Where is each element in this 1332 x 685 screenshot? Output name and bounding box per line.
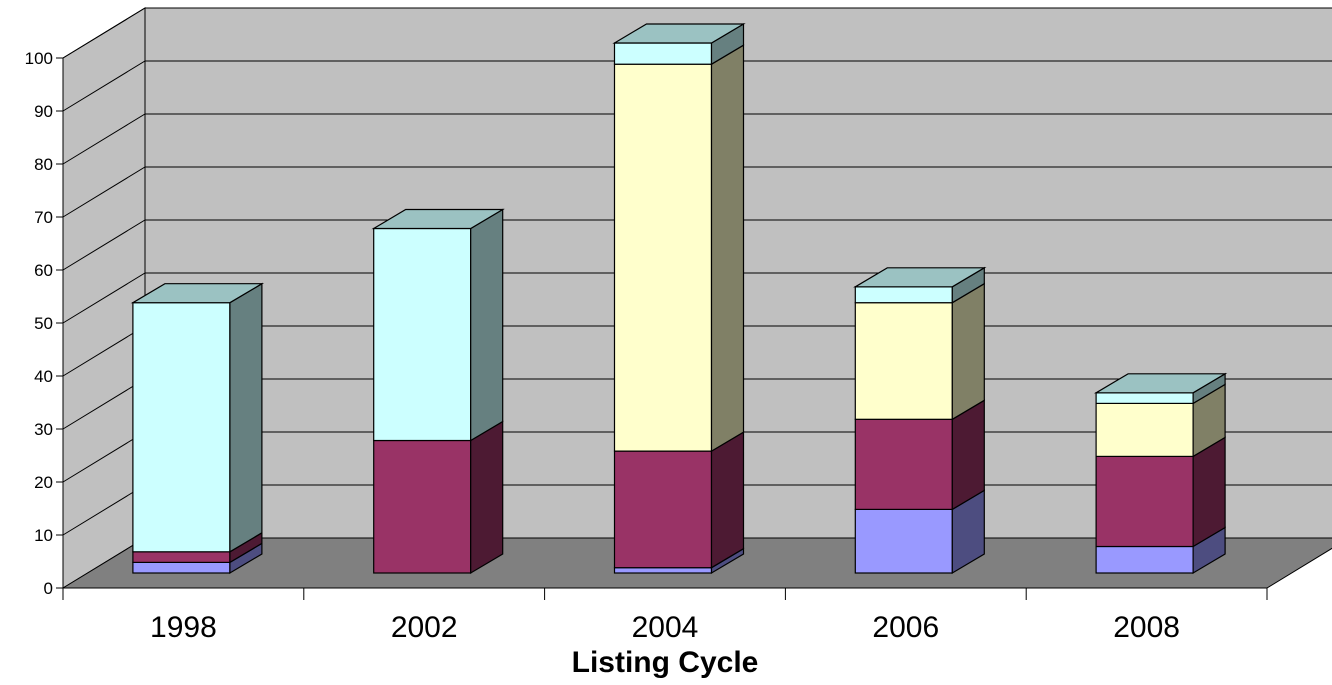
y-tick-label: 0 <box>44 579 53 598</box>
bar-front-1998-s1 <box>132 551 231 563</box>
x-axis-title: Listing Cycle <box>572 646 759 679</box>
bar-side-2004-s2 <box>710 44 745 453</box>
gridline-100 <box>62 7 1332 59</box>
bar-front-2006-s0 <box>854 508 953 574</box>
y-tick-label: 80 <box>34 155 53 174</box>
axes <box>56 57 1268 600</box>
bar-segment <box>371 208 505 442</box>
bar-front-2002-s1 <box>373 439 472 574</box>
y-tick-label: 90 <box>34 102 53 121</box>
y-tick-label: 50 <box>34 314 53 333</box>
bar-2002 <box>371 208 505 575</box>
bar-front-2004-s1 <box>613 450 713 569</box>
bar-top-2006-s3 <box>853 267 987 288</box>
gridline-90 <box>62 60 1332 112</box>
bar-front-2008-s1 <box>1095 455 1194 548</box>
bar-top-2004-s3 <box>612 23 746 44</box>
y-tick-label: 30 <box>34 420 53 439</box>
bar-2004 <box>612 22 746 575</box>
bar-side-1998-s3 <box>229 282 263 553</box>
bar-front-2008-s2 <box>1095 402 1194 457</box>
bar-1998 <box>130 282 265 575</box>
x-tick-label-2008: 2008 <box>1113 611 1180 644</box>
x-tick-label-2004: 2004 <box>632 611 699 644</box>
bar-segment <box>1095 383 1226 458</box>
bar-segment <box>130 282 265 553</box>
bar-segment <box>613 431 745 569</box>
bar-segment <box>853 266 987 304</box>
bar-segment <box>613 44 745 453</box>
bar-2006 <box>853 266 987 575</box>
bar-front-2008-s3 <box>1095 392 1194 404</box>
gridline-70 <box>62 166 1332 218</box>
bar-front-2006-s2 <box>854 302 953 420</box>
bar-front-2002-s3 <box>373 227 472 442</box>
y-tick-label: 100 <box>25 49 53 68</box>
bar-segment <box>373 420 504 575</box>
bar-top-2008-s3 <box>1093 373 1228 394</box>
bar-front-1998-s3 <box>132 302 231 553</box>
bar-front-2004-s2 <box>613 63 713 452</box>
bar-top-1998-s3 <box>130 283 265 304</box>
bar-segment <box>1093 372 1228 405</box>
bar-front-2006-s1 <box>854 418 953 510</box>
y-tick-label: 20 <box>34 473 53 492</box>
bar-front-2008-s0 <box>1095 545 1194 574</box>
bar-front-2004-s3 <box>613 42 713 65</box>
bar-side-2002-s1 <box>470 420 504 575</box>
bar-2008 <box>1093 372 1228 575</box>
bars <box>130 22 1228 575</box>
y-tick-label: 40 <box>34 367 53 386</box>
x-tick-label-1998: 1998 <box>150 611 217 644</box>
bar-side-2004-s1 <box>710 431 745 569</box>
axis-labels: 0 10 20 30 40 50 60 70 80 90 100 1998 2002 2004 2006 20… <box>25 49 1180 644</box>
bar-segment <box>854 282 985 421</box>
bar-front-2004-s0 <box>613 567 713 574</box>
y-tick-label: 10 <box>34 526 53 545</box>
bar-top-2002-s3 <box>371 208 505 230</box>
bar-segment <box>854 399 985 511</box>
y-tick-label: 70 <box>34 208 53 227</box>
bar-segment <box>612 22 746 66</box>
bar-front-1998-s0 <box>132 561 231 574</box>
gridline-60 <box>62 219 1332 271</box>
y-tick-label: 60 <box>34 261 53 280</box>
x-tick-label-2002: 2002 <box>391 611 458 644</box>
bar-side-2002-s3 <box>470 208 504 442</box>
bar-segment <box>854 489 985 575</box>
gridline-80 <box>62 113 1332 165</box>
bar-side-2006-s2 <box>951 282 985 421</box>
x-tick-label-2006: 2006 <box>872 611 939 644</box>
bar-front-2006-s3 <box>854 286 953 304</box>
